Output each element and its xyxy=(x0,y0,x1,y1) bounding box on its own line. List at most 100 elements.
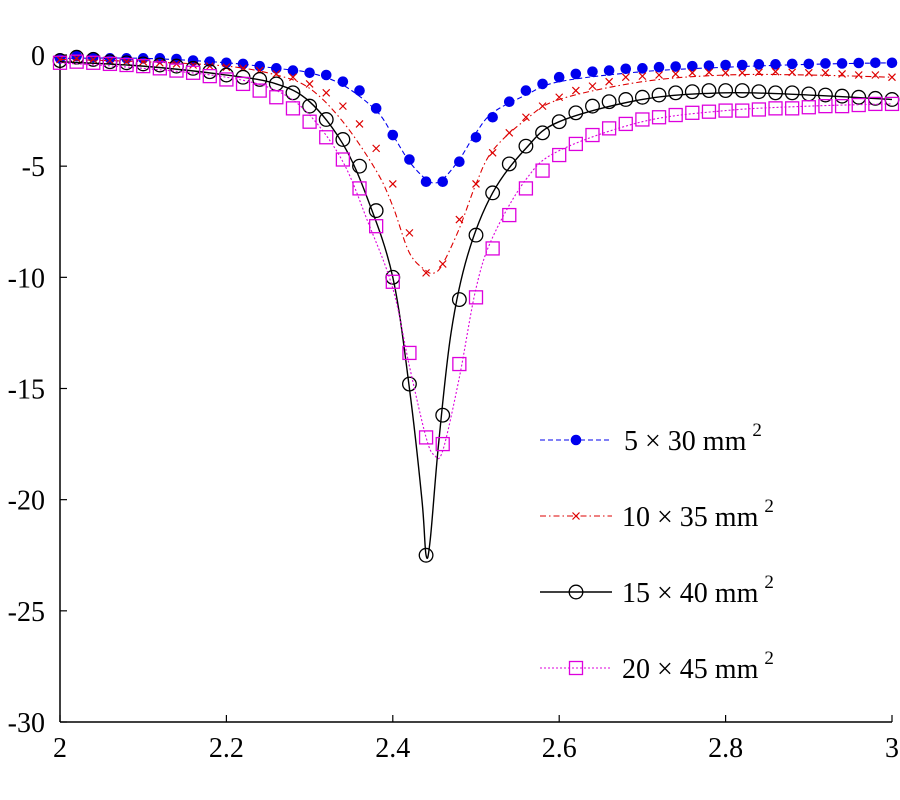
data-point xyxy=(52,55,68,70)
marker-stroke xyxy=(222,63,231,72)
data-point xyxy=(605,77,614,86)
data-point xyxy=(520,85,532,96)
legend-marker xyxy=(568,584,584,600)
marker-stroke xyxy=(655,71,663,79)
data-point xyxy=(687,60,698,72)
y-tick-label: -25 xyxy=(8,597,45,628)
marker-stroke xyxy=(155,58,164,67)
data-point xyxy=(388,180,397,188)
marker-stroke xyxy=(671,69,680,78)
data-point xyxy=(668,85,684,101)
x-tick-label: 2.4 xyxy=(375,733,410,764)
data-point xyxy=(338,102,347,111)
data-point xyxy=(322,88,331,97)
data-point xyxy=(420,176,432,188)
data-point xyxy=(452,356,467,372)
data-point xyxy=(437,176,449,188)
marker-stroke xyxy=(72,54,81,63)
data-point xyxy=(703,60,715,71)
data-point xyxy=(435,407,451,423)
data-point xyxy=(468,290,484,305)
data-point xyxy=(472,180,480,188)
legend-label-superscript: 2 xyxy=(764,648,774,669)
legend-label: 20 × 45 mm 2 xyxy=(622,648,774,685)
marker-stroke xyxy=(388,180,397,188)
data-point xyxy=(568,136,583,152)
legend: 5 × 30 mm 210 × 35 mm 215 × 40 mm 220 × 45 … xyxy=(540,420,774,685)
data-point xyxy=(821,68,830,77)
marker-stroke xyxy=(122,57,131,66)
data-point xyxy=(870,57,881,69)
legend-entry-4: 20 × 45 mm 2 xyxy=(540,648,774,685)
data-point xyxy=(537,78,548,90)
data-point xyxy=(185,65,201,80)
legend-label-superscript: 2 xyxy=(764,496,774,517)
x-tick-label: 2.6 xyxy=(542,733,577,764)
data-point xyxy=(102,56,118,72)
marker-stroke xyxy=(572,512,580,520)
data-point xyxy=(718,103,733,118)
data-point xyxy=(269,90,284,105)
legend-label: 10 × 35 mm 2 xyxy=(622,496,774,533)
data-point xyxy=(637,63,648,74)
data-point xyxy=(205,62,214,71)
data-point xyxy=(304,67,315,79)
data-point xyxy=(803,58,815,70)
data-point xyxy=(435,436,450,452)
data-point xyxy=(585,98,600,114)
y-tick-label: -30 xyxy=(8,708,45,739)
series-4 xyxy=(52,54,900,460)
data-point xyxy=(369,219,384,234)
data-point xyxy=(854,71,863,79)
marker-stroke xyxy=(521,113,530,122)
marker-stroke xyxy=(771,67,780,76)
marker-stroke xyxy=(89,55,98,64)
data-point xyxy=(485,241,500,256)
data-point xyxy=(287,65,299,76)
marker-stroke xyxy=(205,62,214,71)
marker-stroke xyxy=(821,68,830,77)
marker-stroke xyxy=(688,68,697,77)
data-point xyxy=(651,87,667,103)
data-point xyxy=(820,58,831,69)
data-point xyxy=(668,107,683,123)
data-point xyxy=(618,116,633,132)
data-point xyxy=(685,105,700,120)
data-point xyxy=(189,61,198,69)
marker-stroke xyxy=(754,68,763,77)
series-2 xyxy=(56,54,896,277)
data-point xyxy=(651,110,667,125)
marker-stroke xyxy=(422,268,431,277)
y-tick-label: -5 xyxy=(22,152,45,183)
data-point xyxy=(770,59,781,70)
data-point xyxy=(302,98,318,114)
data-point xyxy=(352,181,367,196)
data-point xyxy=(853,57,865,69)
marker-stroke xyxy=(788,68,797,77)
data-point xyxy=(836,58,848,69)
data-point xyxy=(553,71,565,83)
data-point xyxy=(603,65,615,76)
legend-marker xyxy=(572,512,580,520)
data-point xyxy=(871,71,880,79)
data-point xyxy=(136,58,151,74)
data-point xyxy=(418,547,434,563)
data-point xyxy=(105,56,114,65)
data-point xyxy=(851,97,866,113)
marker-stroke xyxy=(621,73,630,82)
marker-stroke xyxy=(738,68,747,77)
data-point xyxy=(786,58,798,70)
data-point xyxy=(635,112,650,127)
data-point xyxy=(69,54,84,69)
marker-stroke xyxy=(455,215,464,224)
data-point xyxy=(122,57,131,66)
data-point xyxy=(320,69,332,81)
data-point xyxy=(838,69,847,78)
data-point xyxy=(570,68,582,80)
marker-stroke xyxy=(838,69,847,78)
marker-stroke xyxy=(355,119,364,128)
y-tick-label: 0 xyxy=(31,41,45,72)
y-tick-label: -20 xyxy=(8,486,45,517)
data-point xyxy=(738,68,747,77)
marker-stroke xyxy=(888,73,896,82)
